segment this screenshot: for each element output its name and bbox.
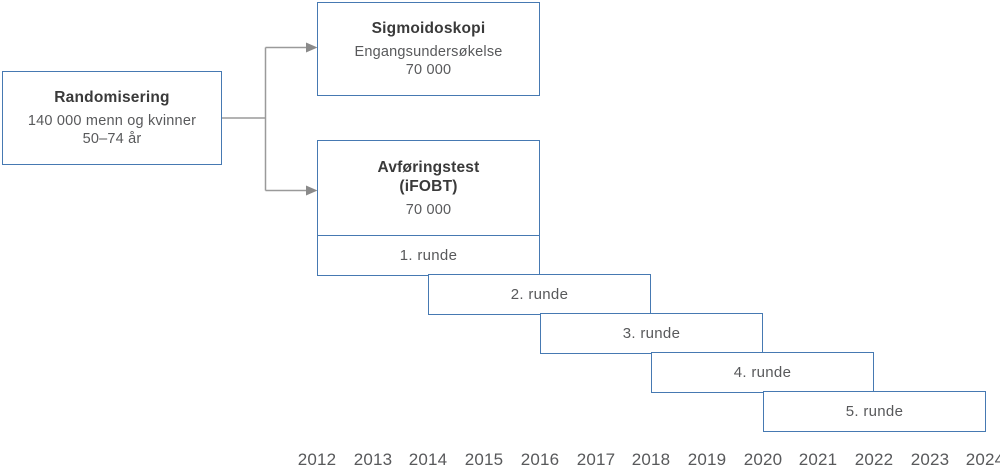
year-label: 2020 xyxy=(743,450,783,469)
year-label: 2016 xyxy=(520,450,560,469)
year-label: 2021 xyxy=(798,450,838,469)
sigmoidoskopi-title: Sigmoidoskopi xyxy=(371,20,486,37)
connector-line xyxy=(222,46,306,192)
year-label: 2019 xyxy=(687,450,727,469)
year-label: 2014 xyxy=(408,450,448,469)
round-label: 3. runde xyxy=(622,324,681,342)
round-label: 1. runde xyxy=(399,246,458,264)
sigmoidoskopi-box: Sigmoidoskopi Engangsundersøkelse 70 000 xyxy=(317,2,540,96)
round-box-1: 1. runde xyxy=(317,235,540,276)
year-label: 2018 xyxy=(631,450,671,469)
randomisering-title: Randomisering xyxy=(54,89,170,106)
year-label: 2017 xyxy=(576,450,616,469)
avforingstest-count: 70 000 xyxy=(405,201,452,218)
year-axis: 2012 2013 2014 2015 2016 2017 2018 2019 … xyxy=(0,450,1000,470)
round-label: 4. runde xyxy=(733,363,792,381)
avforingstest-subtitle: (iFOBT) xyxy=(399,177,458,195)
round-label: 2. runde xyxy=(510,285,569,303)
year-label: 2023 xyxy=(910,450,950,469)
arrow-icon xyxy=(306,42,318,53)
sigmoidoskopi-subtitle: Engangsundersøkelse xyxy=(354,44,503,60)
year-label: 2022 xyxy=(854,450,894,469)
round-box-5: 5. runde xyxy=(763,391,986,432)
arrow-icon xyxy=(306,185,318,196)
round-box-4: 4. runde xyxy=(651,352,874,393)
randomisering-population: 140 000 menn og kvinner xyxy=(27,113,197,129)
avforingstest-box: Avføringstest (iFOBT) 70 000 xyxy=(317,140,540,237)
avforingstest-title: Avføringstest xyxy=(377,158,480,176)
year-label: 2015 xyxy=(464,450,504,469)
sigmoidoskopi-count: 70 000 xyxy=(405,62,452,78)
randomisering-age-range: 50–74 år xyxy=(82,131,142,147)
year-label: 2013 xyxy=(353,450,393,469)
round-box-2: 2. runde xyxy=(428,274,651,315)
randomisering-box: Randomisering 140 000 menn og kvinner 50… xyxy=(2,71,222,165)
year-label: 2024 xyxy=(965,450,1000,469)
round-box-3: 3. runde xyxy=(540,313,763,354)
year-label: 2012 xyxy=(297,450,337,469)
round-label: 5. runde xyxy=(845,402,904,420)
